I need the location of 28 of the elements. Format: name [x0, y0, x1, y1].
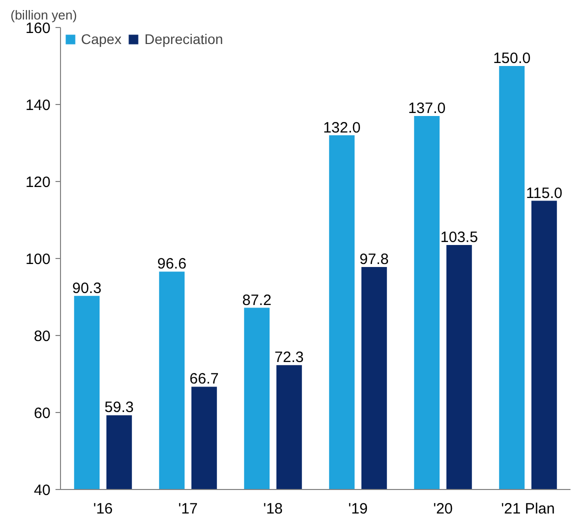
y-tick-label: 160: [25, 20, 51, 37]
data-label: 96.6: [157, 256, 186, 273]
data-label: 87.2: [242, 292, 272, 309]
x-tick-label: '21 Plan: [501, 500, 555, 518]
y-tick-label: 140: [25, 97, 51, 114]
data-label: 132.0: [323, 119, 361, 136]
y-tick-label: 40: [34, 482, 51, 499]
legend-label: Capex: [81, 31, 122, 47]
y-tick-label: 60: [34, 405, 51, 422]
y-tick-label: 120: [25, 174, 51, 191]
data-label: 90.3: [72, 280, 102, 297]
data-label: 150.0: [493, 50, 531, 67]
data-label: 137.0: [408, 100, 446, 118]
y-tick-label: 80: [34, 328, 51, 345]
y-axis-title: (billion yen): [10, 8, 77, 22]
data-label: 115.0: [526, 184, 562, 202]
y-tick-label: 100: [25, 251, 51, 268]
x-tick-label: '17: [178, 500, 198, 518]
x-tick-label: '18: [263, 500, 283, 518]
data-label: 66.7: [190, 370, 219, 388]
x-tick-label: '16: [93, 500, 113, 518]
x-tick-label: '19: [348, 500, 368, 518]
data-label: 103.5: [440, 229, 478, 246]
x-tick-label: '20: [433, 500, 453, 518]
legend-label: Depreciation: [144, 31, 224, 47]
data-label: 72.3: [274, 349, 304, 366]
data-label: 97.8: [360, 250, 389, 268]
data-label: 59.3: [104, 399, 134, 416]
